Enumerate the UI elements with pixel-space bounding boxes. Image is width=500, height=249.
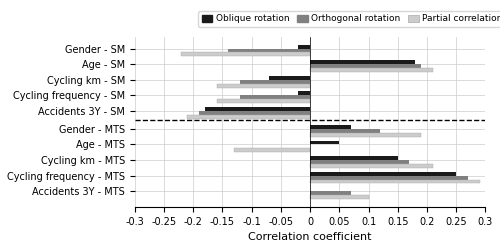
X-axis label: Correlation coefficient: Correlation coefficient (248, 232, 372, 242)
Bar (240, 95, 310, 99)
Bar (269, 76, 310, 80)
Bar (310, 172, 456, 176)
Bar (310, 68, 433, 72)
Bar (310, 164, 433, 168)
Bar (298, 45, 310, 49)
Bar (310, 125, 351, 129)
Bar (216, 84, 310, 88)
Bar (310, 176, 468, 180)
Bar (310, 180, 480, 184)
Bar (310, 141, 340, 144)
Bar (205, 107, 310, 111)
Bar (310, 160, 410, 164)
Bar (188, 115, 310, 119)
Bar (310, 64, 421, 68)
Bar (310, 195, 368, 199)
Legend: Oblique rotation, Orthogonal rotation, Partial correlation: Oblique rotation, Orthogonal rotation, P… (198, 11, 500, 27)
Bar (310, 60, 416, 64)
Bar (182, 53, 310, 56)
Bar (228, 49, 310, 53)
Bar (310, 156, 398, 160)
Bar (199, 111, 310, 115)
Bar (310, 133, 421, 137)
Bar (234, 148, 310, 152)
Bar (216, 99, 310, 103)
Bar (240, 80, 310, 84)
Bar (310, 191, 351, 195)
Bar (310, 129, 380, 133)
Bar (298, 91, 310, 95)
